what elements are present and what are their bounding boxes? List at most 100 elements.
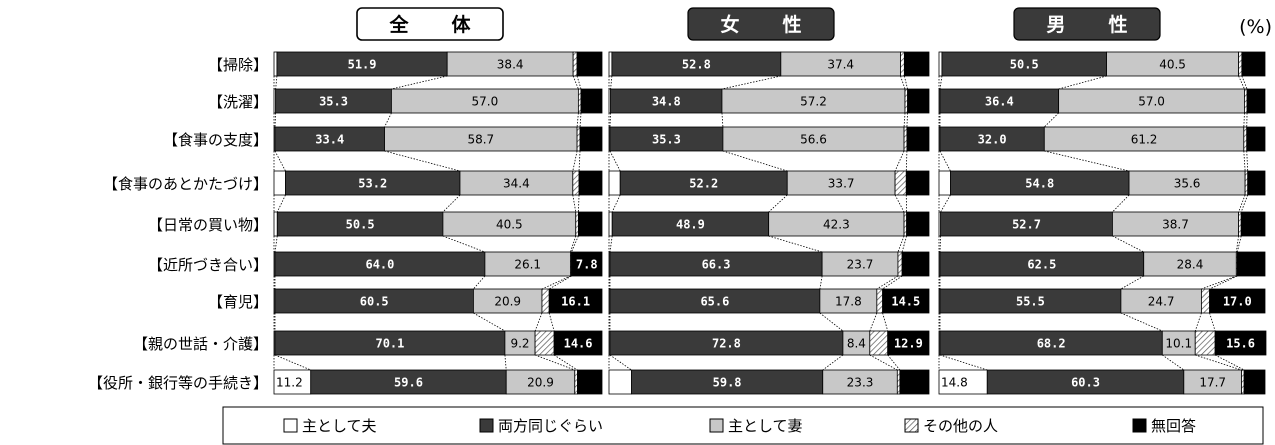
bar-segment	[903, 126, 908, 152]
legend-swatch	[1132, 418, 1147, 433]
bar-segment	[938, 369, 988, 395]
bar-segment	[938, 51, 943, 77]
category-label: 【掃除】	[208, 56, 268, 74]
connector-line	[1246, 150, 1249, 172]
connector-line	[1195, 354, 1242, 371]
bar-segment	[1246, 126, 1266, 152]
bar-segment	[578, 170, 603, 196]
connector-line	[579, 112, 582, 128]
connector-line	[572, 75, 579, 90]
value-label: 33.4	[315, 133, 344, 147]
legend-label: 主として妻	[728, 417, 803, 435]
connector-line	[577, 194, 580, 213]
connector-line	[1194, 312, 1202, 332]
connector-line	[906, 112, 908, 128]
connector-line	[442, 235, 486, 253]
connector-line	[609, 150, 621, 172]
connector-line	[553, 354, 578, 371]
value-label: 20.9	[527, 376, 554, 390]
bar-segment	[273, 51, 278, 77]
connector-line	[576, 112, 579, 128]
bar-segment	[391, 88, 579, 114]
value-label: 66.3	[702, 258, 731, 272]
bar-segment	[939, 251, 1145, 277]
bar-segment	[580, 88, 603, 114]
bars	[273, 51, 1267, 395]
bar-segment	[1058, 88, 1245, 114]
connector-line	[1240, 194, 1249, 213]
legend-item: 無回答	[1132, 417, 1196, 435]
bar-segment	[273, 369, 312, 395]
bar-segment	[576, 51, 603, 77]
connector-line	[442, 194, 461, 213]
panel-title-female: 女 性	[687, 7, 835, 41]
value-label: 17.8	[835, 295, 862, 309]
bar-segment	[576, 126, 581, 152]
connector-line	[900, 75, 906, 90]
connector-line	[903, 112, 906, 128]
value-label: 24.7	[1148, 295, 1175, 309]
value-labels: 51.9 38.4 35.3 57.0 33.4 58.7 53.2 34.4 50.5 40.5…	[276, 58, 1255, 390]
value-label: 70.1	[375, 337, 404, 351]
bar-segment	[1246, 88, 1266, 114]
connector-line	[1214, 354, 1245, 371]
panel-title-male: 男 性	[1013, 7, 1161, 41]
value-label: 58.7	[467, 133, 494, 147]
connector-line	[572, 194, 577, 213]
connector-line	[473, 275, 486, 290]
bar-segment	[610, 88, 723, 114]
bar-segment	[899, 369, 930, 395]
panel-title-all: 全 体	[356, 7, 504, 41]
legend-label: 両方同じぐらい	[498, 417, 603, 435]
panel-title-male-text: 男 性	[1046, 13, 1139, 36]
bar-segment	[310, 369, 507, 395]
connector-line	[609, 354, 632, 371]
connector-line	[274, 235, 278, 253]
bar-segment	[768, 211, 905, 237]
category-labels: 【掃除】【洗濯】【食事の支度】【食事のあとかたづけ】【日常の買い物】【近所づき合…	[88, 56, 268, 392]
bar-segment	[577, 211, 603, 237]
connector-line	[548, 275, 572, 290]
legend-item: 主として妻	[709, 417, 803, 435]
connector-line	[768, 235, 823, 253]
connector-line	[1238, 75, 1245, 90]
bar-segment	[608, 369, 632, 395]
connector-line	[274, 150, 286, 172]
connector-line	[1112, 235, 1144, 253]
bar-segment	[274, 251, 486, 277]
bar-segment	[548, 288, 603, 314]
bar-segment	[608, 211, 613, 237]
value-label: 59.8	[713, 376, 742, 390]
connector-line	[1241, 75, 1248, 90]
category-label: 【食事のあとかたづけ】	[103, 175, 268, 193]
bar-segment	[274, 126, 385, 152]
category-label: 【親の世話・介護】	[133, 335, 268, 353]
bar-segment	[882, 288, 930, 314]
connector-line	[1120, 312, 1163, 332]
bar-segment	[534, 330, 555, 356]
bar-segment	[939, 288, 1122, 314]
connector-line	[887, 354, 901, 371]
connector-line	[473, 312, 506, 332]
unit-label: (%)	[1239, 16, 1272, 38]
bar-segment	[1161, 330, 1196, 356]
value-label: 57.2	[800, 95, 827, 109]
connector-line	[576, 75, 582, 90]
bar-segment	[1128, 170, 1246, 196]
value-label: 7.8	[576, 258, 598, 272]
connector-line	[939, 235, 942, 253]
legend-box	[222, 406, 1264, 445]
connector-line	[610, 75, 613, 90]
value-label: 40.5	[1159, 58, 1186, 72]
bar-segment	[1201, 288, 1210, 314]
bar-segment	[1243, 126, 1248, 152]
bar-segment	[1209, 288, 1266, 314]
value-label: 64.0	[365, 258, 394, 272]
bar-segment	[285, 170, 461, 196]
value-label: 52.8	[682, 58, 711, 72]
value-label: 38.7	[1162, 218, 1189, 232]
bar-segment	[1236, 251, 1266, 277]
connector-line	[1209, 312, 1216, 332]
